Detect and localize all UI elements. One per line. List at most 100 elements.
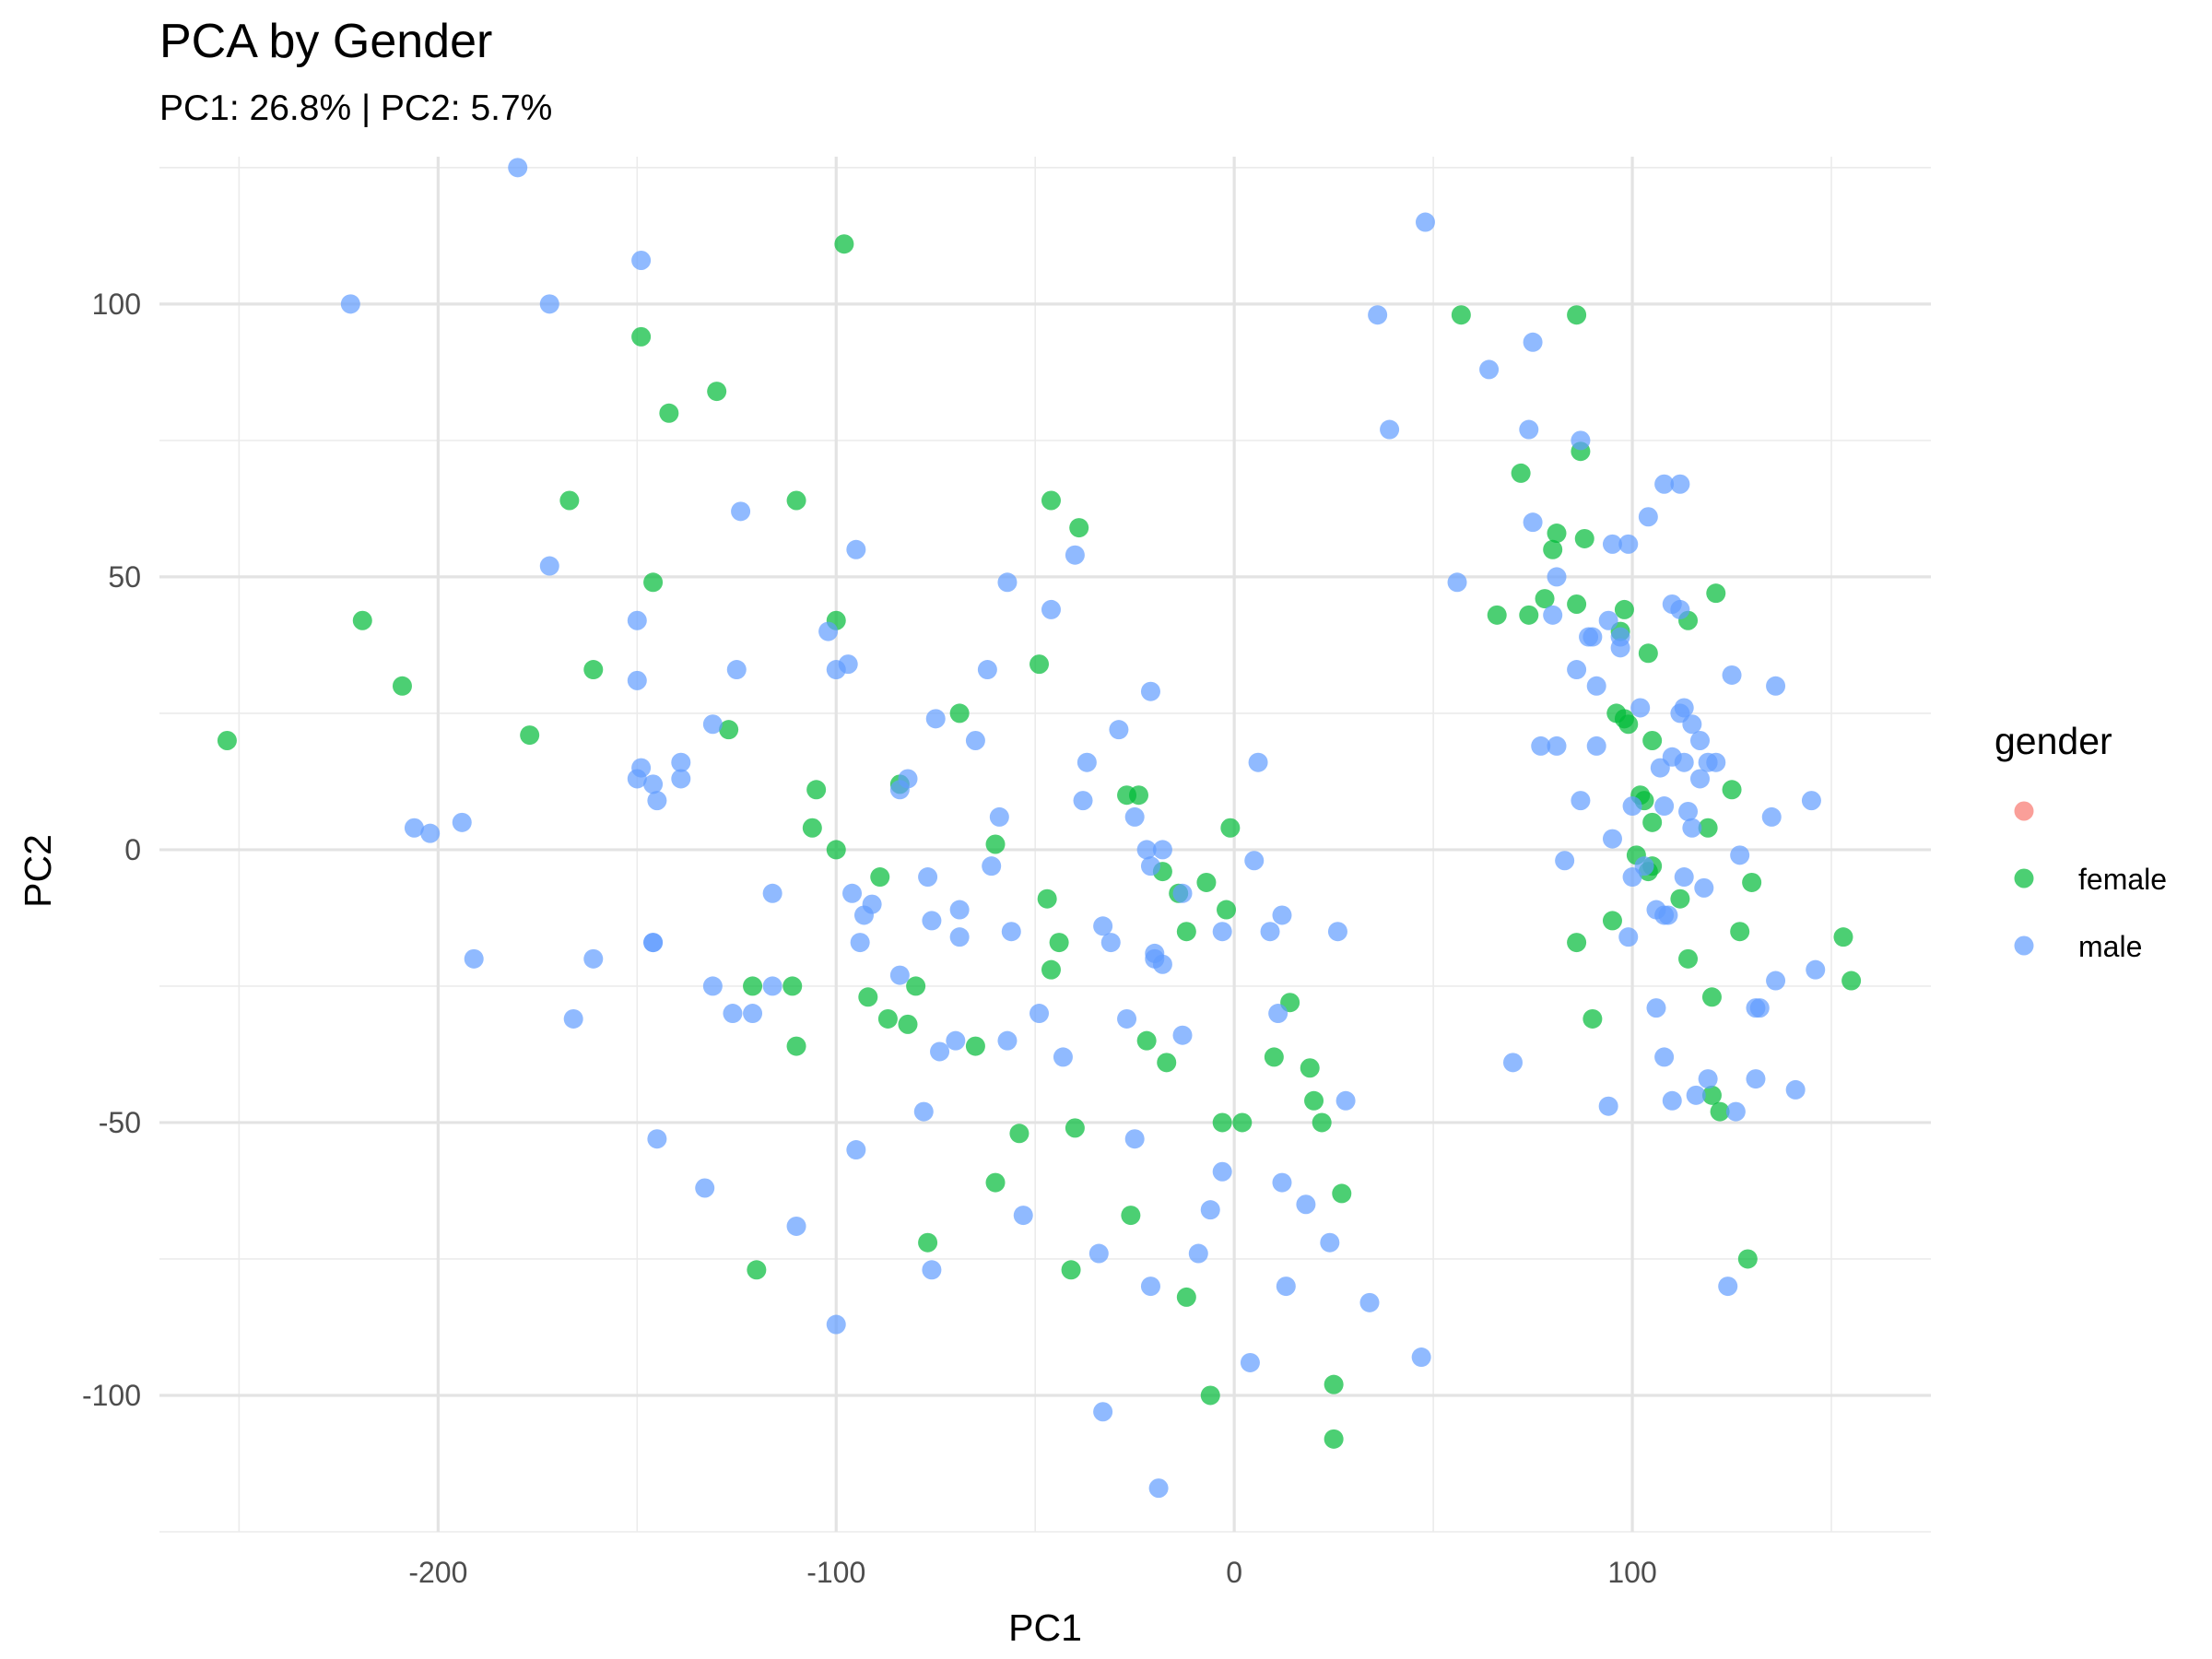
point-male: [1013, 1206, 1033, 1226]
point-male: [1598, 1096, 1618, 1116]
point-male: [1761, 806, 1782, 827]
point-male: [818, 621, 839, 641]
legend-key: [2014, 868, 2034, 888]
point-female: [707, 382, 727, 402]
point-female: [1567, 594, 1587, 614]
point-male: [949, 927, 970, 947]
point-female: [1121, 1206, 1141, 1226]
point-female: [1312, 1112, 1332, 1133]
legend-entry: female: [2014, 863, 2167, 896]
point-female: [1701, 987, 1722, 1007]
point-male: [671, 752, 691, 772]
point-male: [1272, 1172, 1292, 1193]
point-male: [786, 1216, 806, 1236]
point-male: [1638, 507, 1658, 527]
point-male: [695, 1178, 715, 1198]
point-male: [1718, 1277, 1738, 1297]
point-male: [1622, 796, 1642, 817]
chart-title: PCA by Gender: [159, 15, 492, 68]
point-female: [1196, 872, 1217, 892]
point-male: [464, 948, 484, 969]
chart-subtitle: PC1: 26.8% | PC2: 5.7%: [159, 88, 552, 128]
point-male: [723, 1004, 743, 1024]
point-female: [826, 840, 846, 860]
point-male: [965, 731, 985, 751]
point-male: [898, 769, 918, 789]
point-male: [1725, 1101, 1746, 1122]
x-axis-title: PC1: [1008, 1606, 1082, 1649]
point-male: [1276, 1277, 1296, 1297]
point-male: [1244, 851, 1265, 871]
point-male: [1415, 212, 1435, 232]
point-male: [1630, 698, 1651, 718]
point-male: [913, 1101, 934, 1122]
point-female: [1535, 589, 1555, 609]
point-male: [1598, 610, 1618, 630]
point-male: [1618, 534, 1639, 554]
point-male: [1200, 1200, 1220, 1220]
point-male: [1100, 933, 1121, 953]
y-axis-title: PC2: [17, 834, 59, 908]
x-tick-label: -100: [806, 1556, 865, 1589]
point-female: [1049, 933, 1069, 953]
point-female: [1618, 714, 1639, 735]
point-female: [806, 780, 827, 800]
point-male: [583, 948, 604, 969]
point-male: [1140, 856, 1160, 877]
point-female: [898, 1014, 918, 1034]
point-female: [1701, 1085, 1722, 1105]
point-male: [1689, 769, 1710, 789]
point-male: [982, 856, 1002, 877]
point-female: [949, 703, 970, 724]
y-tick-label: -100: [82, 1379, 141, 1412]
point-male: [918, 867, 938, 888]
point-male: [1093, 916, 1113, 936]
point-female: [583, 660, 604, 680]
point-female: [719, 720, 739, 740]
point-male: [420, 823, 441, 843]
point-male: [1646, 998, 1666, 1018]
point-male: [1117, 1008, 1137, 1029]
point-female: [643, 572, 664, 593]
point-female: [1742, 872, 1762, 892]
point-male: [1698, 1069, 1718, 1089]
legend-label: male: [2078, 930, 2142, 963]
point-male: [930, 1041, 950, 1062]
point-male: [539, 556, 559, 576]
point-male: [1634, 856, 1654, 877]
point-male: [925, 709, 946, 729]
point-male: [846, 539, 866, 559]
point-male: [1806, 959, 1826, 980]
point-female: [559, 490, 580, 511]
point-male: [1670, 599, 1690, 619]
point-male: [1586, 735, 1606, 756]
point-female: [520, 725, 540, 746]
point-male: [1411, 1347, 1431, 1368]
point-male: [1654, 1047, 1675, 1067]
point-female: [1061, 1260, 1081, 1280]
legend-key: [2014, 801, 2034, 821]
point-male: [1531, 735, 1551, 756]
point-female: [1670, 888, 1690, 909]
point-female: [1730, 922, 1750, 942]
point-female: [965, 1036, 985, 1056]
point-female: [786, 1036, 806, 1056]
point-female: [1264, 1047, 1284, 1067]
point-male: [627, 670, 647, 690]
point-male: [1602, 534, 1622, 554]
point-female: [1300, 1058, 1320, 1078]
point-male: [842, 883, 863, 903]
point-male: [1694, 877, 1714, 898]
point-female: [743, 976, 763, 996]
point-female: [985, 1172, 1006, 1193]
point-female: [1157, 1053, 1177, 1073]
point-male: [1152, 954, 1172, 974]
point-female: [870, 867, 890, 888]
legend-title: gender: [1994, 720, 2112, 762]
point-female: [1332, 1183, 1352, 1204]
point-male: [1586, 676, 1606, 696]
point-female: [1511, 463, 1531, 483]
point-male: [340, 294, 360, 314]
x-tick-label: 0: [1226, 1556, 1242, 1589]
